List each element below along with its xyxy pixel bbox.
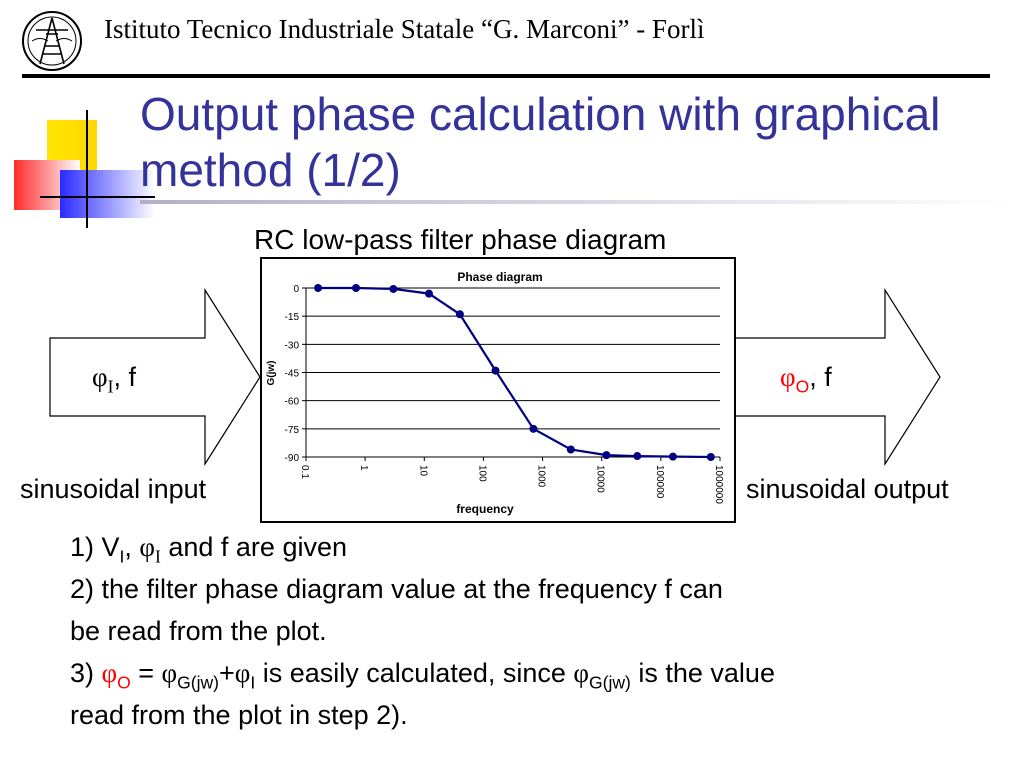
header-divider <box>22 74 990 78</box>
y-tick-label: -90 <box>285 453 300 464</box>
x-tick-label: 100000 <box>654 465 665 499</box>
y-tick-label: -15 <box>285 312 300 323</box>
input-phase-label: φI, f <box>92 362 136 397</box>
data-point <box>529 424 538 433</box>
institute-name: Istituto Tecnico Industriale Statale “G.… <box>104 14 705 44</box>
x-tick-label: 100 <box>476 465 487 482</box>
step-2-line-2: be read from the plot. <box>70 616 327 646</box>
output-phase-label: φO, f <box>780 362 832 397</box>
data-point <box>668 452 677 461</box>
institute-logo <box>22 11 82 71</box>
chart-y-axis-label: G(jw) <box>266 361 277 386</box>
sinusoidal-output-label: sinusoidal output <box>746 474 949 504</box>
flow-arrows <box>49 287 941 467</box>
phase-diagram-chart: Phase diagram G(jw) frequency 0 -15 -30 -45… <box>260 257 736 523</box>
data-point <box>424 289 433 298</box>
chart-caption: RC low-pass filter phase diagram <box>254 224 667 255</box>
data-point <box>455 310 464 319</box>
data-point <box>351 284 360 292</box>
output-arrow <box>734 287 941 467</box>
data-point <box>706 453 715 461</box>
y-tick-label: 0 <box>293 284 299 295</box>
decorative-squares <box>14 110 155 228</box>
data-point <box>633 452 642 461</box>
x-tick-label: 1000 <box>536 465 547 488</box>
x-tick-label: 1 <box>358 465 369 471</box>
step-2-line-1: 2) the filter phase diagram value at the… <box>70 574 723 604</box>
sinusoidal-input-label: sinusoidal input <box>20 474 207 504</box>
data-point <box>314 284 323 292</box>
data-point <box>602 451 611 460</box>
step-3-line-2: read from the plot in step 2). <box>70 700 408 730</box>
input-arrow <box>49 287 261 467</box>
series-line <box>318 286 711 459</box>
title-underline <box>140 200 1010 204</box>
data-point <box>491 366 500 375</box>
chart-x-axis-label: frequency <box>456 502 514 516</box>
x-tick-label: 10 <box>417 465 428 477</box>
x-tick-label: 1000000 <box>713 465 724 504</box>
step-1: 1) VI, φI and f are given <box>70 532 347 567</box>
slide-title: Output phase calculation with graphical … <box>140 88 941 196</box>
y-tick-label: -75 <box>285 425 300 436</box>
data-point <box>566 445 575 454</box>
phase-diagram-svg: Phase diagram G(jw) frequency 0 -15 -30 -45… <box>266 270 724 516</box>
y-tick-label: -45 <box>285 369 300 380</box>
y-tick-label: -30 <box>285 340 300 351</box>
step-3-line-1: 3) φO = φG(jw)+φI is easily calculated, … <box>70 658 775 693</box>
x-tick-label: 10000 <box>595 465 606 493</box>
data-point <box>389 284 398 293</box>
y-tick-label: -60 <box>285 397 300 408</box>
chart-title: Phase diagram <box>457 270 542 284</box>
x-tick-label: 0.1 <box>299 465 310 479</box>
